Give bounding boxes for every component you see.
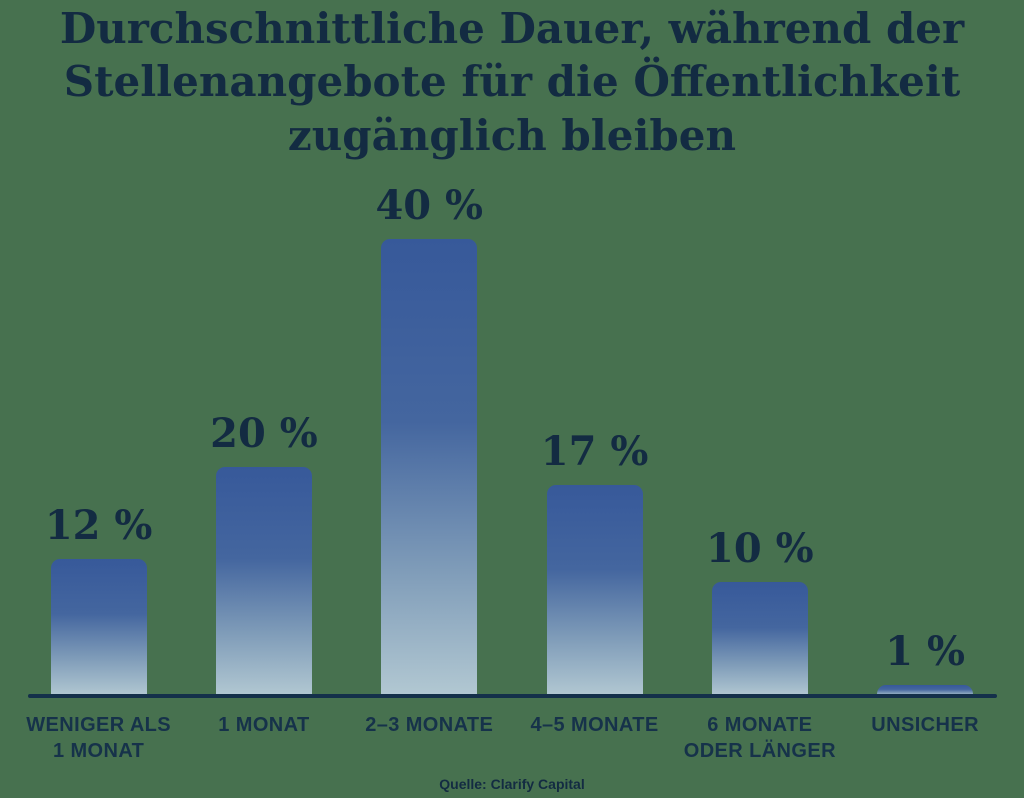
bar-column: 12 % bbox=[16, 506, 181, 696]
bar bbox=[381, 239, 478, 696]
plot-area: 12 % 20 % 40 % 17 % 10 % 1 % bbox=[16, 0, 1008, 696]
bar-column: 20 % bbox=[181, 414, 346, 696]
bar bbox=[711, 582, 808, 696]
chart-title-line: Durchschnittliche Dauer, während der bbox=[59, 4, 965, 53]
bar-column: 1 % bbox=[842, 632, 1007, 696]
category-label: 2–3 MONATE bbox=[365, 714, 494, 736]
chart-title: Durchschnittliche Dauer, während der Ste… bbox=[0, 2, 1024, 162]
bar-column: 10 % bbox=[677, 529, 842, 696]
bar-value-label: 10 % bbox=[706, 525, 814, 572]
category-label: 4–5 MONATE bbox=[530, 714, 659, 736]
bar-value-label: 17 % bbox=[540, 428, 649, 475]
bar bbox=[50, 559, 147, 696]
bar bbox=[546, 485, 643, 696]
category-label: UNSICHER bbox=[871, 714, 979, 736]
bar bbox=[877, 685, 974, 696]
bar bbox=[215, 467, 312, 696]
bar-value-label: 12 % bbox=[44, 502, 153, 549]
bar-value-label: 1 % bbox=[885, 628, 966, 675]
category-axis: WENIGER ALS 1 MONAT 1 MONAT 2–3 MONATE 4… bbox=[16, 712, 1008, 765]
bar-value-label: 40 % bbox=[375, 182, 484, 229]
bar-column: 17 % bbox=[512, 432, 677, 696]
bar-column: 40 % bbox=[347, 186, 512, 696]
bar-value-label: 20 % bbox=[210, 410, 318, 457]
x-axis-line bbox=[28, 694, 997, 698]
category-label: WENIGER ALS 1 MONAT bbox=[26, 714, 172, 763]
category-label: 1 MONAT bbox=[218, 714, 310, 736]
category-label: 6 MONATE ODER LÄNGER bbox=[683, 714, 836, 763]
chart-title-line: zugänglich bleiben bbox=[287, 110, 737, 160]
chart-title-line: Stellenangebote für die Öffentlichkeit bbox=[63, 57, 961, 107]
source-caption: Quelle: Clarify Capital bbox=[439, 776, 585, 792]
